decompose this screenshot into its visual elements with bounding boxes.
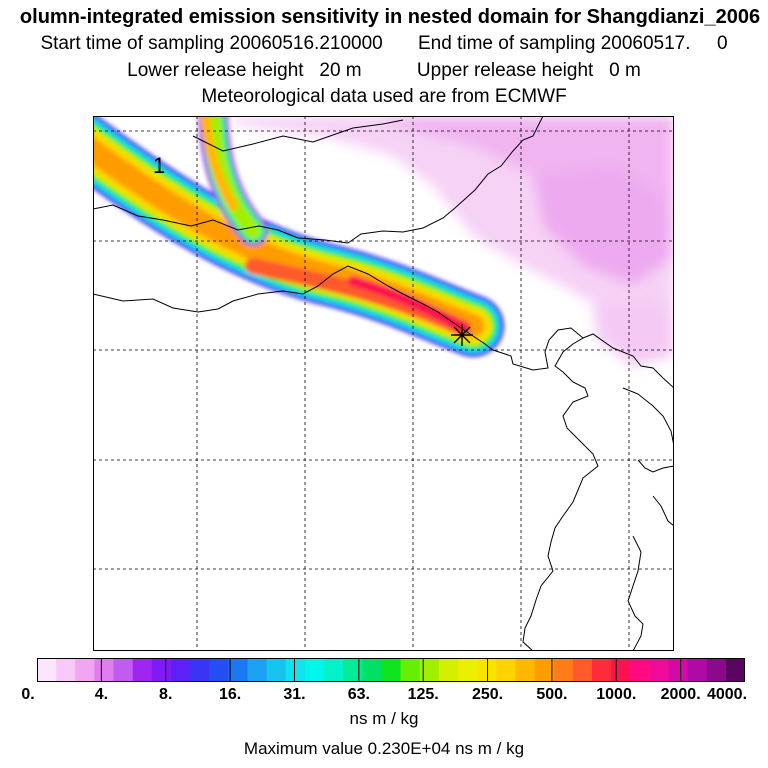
legend-swatch (113, 658, 134, 682)
legend-tick-label: 4. (94, 686, 109, 703)
legend-swatch (572, 658, 593, 682)
legend-swatch (324, 658, 344, 682)
legend-tick-label: 0. (21, 686, 35, 703)
legend-swatch (94, 658, 115, 682)
legend-swatch (56, 658, 76, 682)
legend-swatch (400, 658, 421, 682)
legend-swatch (591, 658, 612, 682)
legend-swatch (630, 658, 650, 682)
legend-tick-label: 16. (218, 686, 242, 703)
legend-tick-label: 500. (536, 686, 568, 703)
sampling-times: Start time of sampling 20060516.210000 E… (0, 33, 768, 55)
legend-tick-label: 8. (159, 686, 173, 703)
coastlines (93, 116, 674, 651)
legend-swatch (37, 658, 57, 682)
legend-swatch (687, 658, 708, 682)
legend-swatch (515, 658, 536, 682)
legend-tick-label: 31. (283, 686, 306, 703)
legend-swatch (725, 658, 745, 682)
sensitivity-map: 1 (93, 116, 674, 651)
receptor-marker-icon (451, 324, 473, 346)
legend-swatch (75, 658, 95, 682)
end-time-suffix: 0 (716, 33, 728, 54)
legend-swatch (381, 658, 402, 682)
lower-height-label: Lower release height (127, 60, 304, 81)
legend-swatch (706, 658, 727, 682)
legend-swatch (285, 658, 306, 682)
legend-tick-label: 1000. (596, 686, 637, 703)
end-time-label: End time of sampling (418, 33, 596, 54)
legend-swatch (266, 658, 287, 682)
legend-frame (37, 658, 745, 682)
legend-swatch (496, 658, 516, 682)
legend-swatch (553, 658, 574, 682)
legend-tick-label: 2000. (660, 686, 701, 703)
legend-unit: ns m / kg (349, 709, 419, 728)
maximum-value-text: Maximum value 0.230E+04 ns m / kg (243, 739, 525, 758)
legend-swatch (477, 658, 497, 682)
legend-swatch (611, 658, 631, 682)
legend-swatch (649, 658, 669, 682)
legend-tick-label: 63. (347, 686, 370, 703)
legend-swatch (304, 658, 325, 682)
legend-swatch (534, 658, 555, 682)
legend-swatch (209, 658, 229, 682)
legend-swatch (132, 658, 153, 682)
upper-height-value: 0 m (609, 60, 641, 81)
plume-field: 1 (93, 116, 674, 366)
legend-tick-label: 250. (471, 686, 504, 703)
start-time-value: 20060516.210000 (229, 33, 383, 54)
legend-swatch (457, 658, 478, 682)
legend-swatch (190, 658, 210, 682)
contour-label: 1 (153, 153, 165, 178)
color-legend (37, 658, 745, 682)
legend-swatch (247, 658, 268, 682)
legend-swatch (668, 658, 689, 682)
upper-height-label: Upper release height (416, 60, 594, 81)
map-frame (93, 116, 674, 651)
legend-swatch (419, 658, 440, 682)
legend-tick-label: 4000. (706, 686, 748, 703)
end-time-value: 20060517. (600, 33, 691, 54)
legend-swatch (362, 658, 382, 682)
release-heights: Lower release height 20 m Upper release … (0, 60, 768, 82)
lat-lon-grid (93, 116, 674, 651)
legend-swatch (438, 658, 459, 682)
legend-swatch (343, 658, 363, 682)
start-time-label: Start time of sampling (40, 33, 225, 54)
legend-swatch (170, 658, 191, 682)
plot-title: olumn-integrated emission sensitivity in… (19, 6, 761, 28)
met-data-line: Meteorological data used are from ECMWF (201, 86, 567, 107)
legend-swatch (151, 658, 172, 682)
legend-swatch (228, 658, 248, 682)
lower-height-value: 20 m (319, 60, 362, 81)
legend-tick-label: 125. (407, 686, 439, 703)
